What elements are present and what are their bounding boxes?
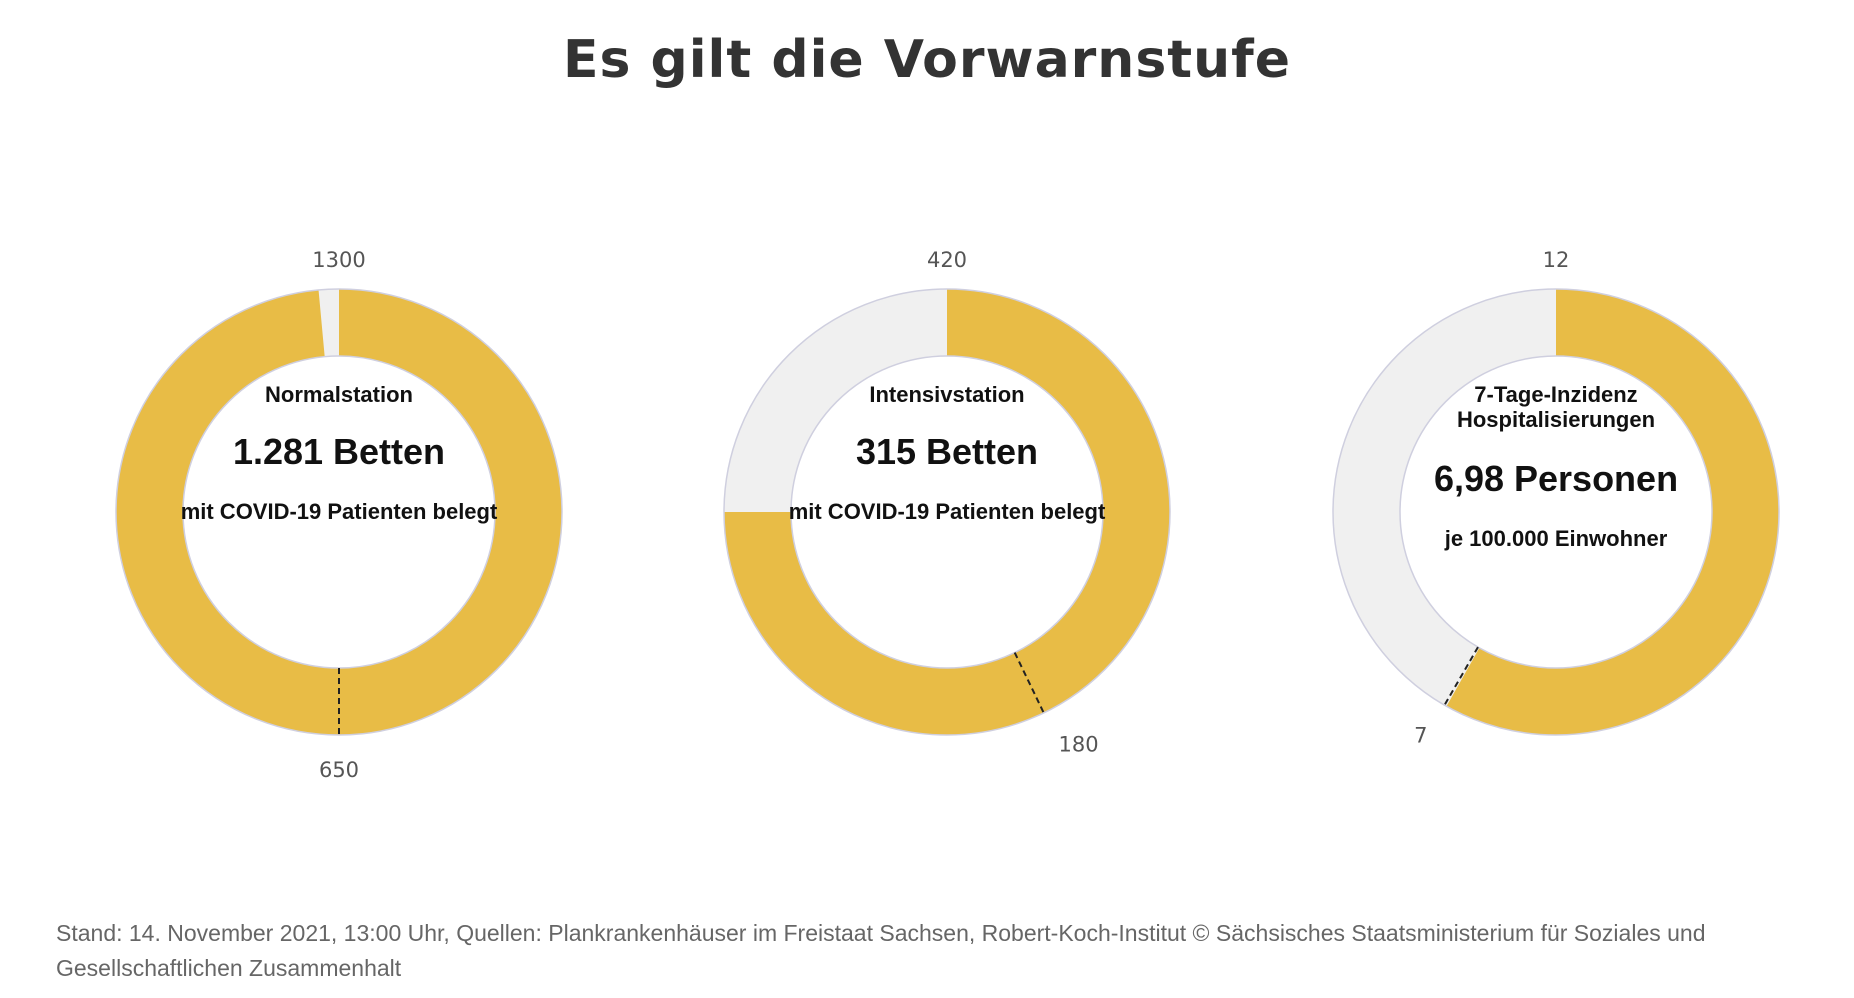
max-label: 12	[1543, 248, 1570, 272]
gauge-value-arc	[115, 289, 562, 735]
gauge-center: 7-Tage-Inzidenz Hospitalisierungen 6,98 …	[1396, 382, 1716, 622]
threshold-marker	[1013, 652, 1045, 714]
page-title: Es gilt die Vorwarnstufe	[562, 30, 1292, 90]
gauge-subtitle: mit COVID-19 Patienten belegt	[788, 499, 1106, 524]
gauge-outer-border	[723, 288, 1171, 736]
source-footer: Stand: 14. November 2021, 13:00 Uhr, Que…	[56, 920, 1706, 981]
gauge-svg: 12 7	[1332, 248, 1780, 748]
gauge-svg: 1300 650	[115, 248, 563, 782]
gauge-svg: 420 180	[723, 248, 1171, 757]
gauge-inner-border	[1399, 355, 1713, 669]
threshold-label: 650	[319, 758, 359, 782]
gauge-center: Normalstation 1.281 Betten mit COVID-19 …	[179, 382, 499, 622]
gauge-outer-border	[115, 288, 563, 736]
threshold-label: 7	[1414, 724, 1427, 748]
gauge-intensivstation: 420 180 Intensivstation 315 Betten mit CO…	[667, 232, 1227, 792]
gauge-subtitle: mit COVID-19 Patienten belegt	[180, 499, 498, 524]
gauge-center: Intensivstation 315 Betten mit COVID-19 …	[787, 382, 1107, 622]
threshold-marker	[1443, 646, 1479, 706]
gauge-value-arc	[1446, 289, 1779, 735]
gauge-value: 1.281 Betten	[232, 431, 446, 472]
gauge-value: 6,98 Personen	[1433, 458, 1679, 499]
gauge-title: Intensivstation	[869, 382, 1025, 407]
gauge-title: 7-Tage-Inzidenz Hospitalisierungen	[1456, 382, 1656, 432]
max-label: 420	[927, 248, 967, 272]
gauge-subtitle: je 100.000 Einwohner	[1444, 526, 1668, 551]
max-label: 1300	[312, 248, 365, 272]
threshold-label: 180	[1059, 733, 1099, 757]
gauge-value: 315 Betten	[855, 431, 1039, 472]
gauge-outer-border	[1332, 288, 1780, 736]
gauge-normalstation: 1300 650 Normalstation 1.281 Betten mit C…	[59, 232, 619, 792]
gauge-inner-border	[790, 355, 1104, 669]
gauge-value-arc	[724, 289, 1170, 735]
gauge-title: Normalstation	[265, 382, 413, 407]
gauge-inzidenz: 12 7 7-Tage-Inzidenz Hospitalisierungen 6…	[1276, 232, 1836, 792]
